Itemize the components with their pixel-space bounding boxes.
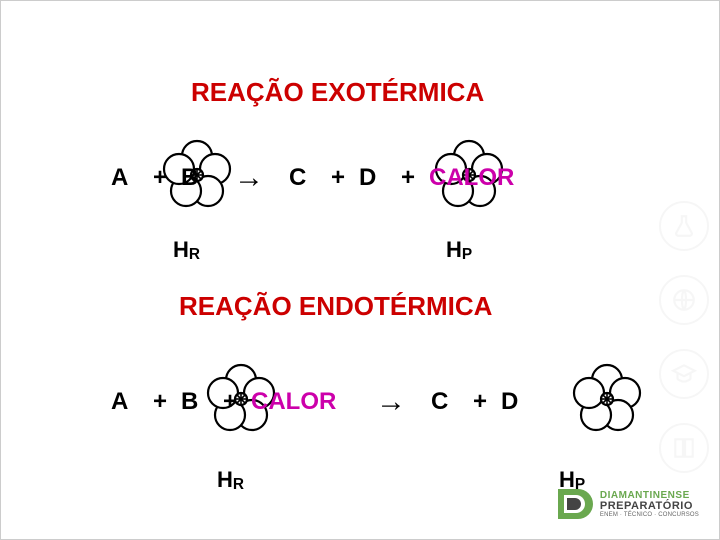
- term-calor: CALOR: [251, 388, 351, 416]
- logo-text: DIAMANTINENSE PREPARATÓRIO ENEM · TÉCNIC…: [600, 491, 699, 518]
- h-sub: R: [233, 476, 244, 493]
- logo-line1: DIAMANTINENSE: [600, 491, 699, 501]
- term-b: B: [181, 388, 209, 416]
- title-exothermic: REAÇÃO EXOTÉRMICA: [191, 77, 484, 108]
- hr-label: HR: [217, 467, 244, 493]
- hp-label: HP: [446, 237, 472, 263]
- term-d: D: [359, 164, 387, 192]
- h-sub: P: [462, 246, 472, 263]
- bg-icon-cap: [659, 349, 709, 399]
- plus-icon: +: [209, 388, 251, 416]
- background-icons: [659, 201, 709, 473]
- term-d: D: [501, 388, 529, 416]
- title-endothermic: REAÇÃO ENDOTÉRMICA: [179, 291, 492, 322]
- bg-icon-globe: [659, 275, 709, 325]
- logo-mark-icon: [552, 483, 594, 525]
- exo-equation: A + B → C + D + CALOR: [111, 161, 514, 195]
- term-c: C: [289, 164, 317, 192]
- h-sub: R: [189, 246, 200, 263]
- slide-canvas: REAÇÃO EXOTÉRMICA A + B → C + D + CALOR …: [1, 1, 719, 539]
- plus-icon: +: [139, 164, 181, 192]
- term-a: A: [111, 388, 139, 416]
- logo-line3: ENEM · TÉCNICO · CONCURSOS: [600, 512, 699, 518]
- hr-label: HR: [173, 237, 200, 263]
- flower-icon: [571, 363, 643, 435]
- term-a: A: [111, 164, 139, 192]
- term-calor: CALOR: [429, 164, 514, 192]
- brand-logo: DIAMANTINENSE PREPARATÓRIO ENEM · TÉCNIC…: [552, 483, 699, 525]
- endo-equation: A + B + CALOR → C + D: [111, 385, 529, 419]
- logo-line2: PREPARATÓRIO: [600, 501, 699, 512]
- term-c: C: [431, 388, 459, 416]
- h-letter: H: [173, 237, 189, 262]
- term-b: B: [181, 164, 209, 192]
- plus-icon: +: [317, 164, 359, 192]
- plus-icon: +: [387, 164, 429, 192]
- h-letter: H: [446, 237, 462, 262]
- bg-icon-book: [659, 423, 709, 473]
- plus-icon: +: [139, 388, 181, 416]
- arrow-icon: →: [209, 161, 289, 195]
- bg-icon-flask: [659, 201, 709, 251]
- arrow-icon: →: [351, 385, 431, 419]
- h-letter: H: [217, 467, 233, 492]
- plus-icon: +: [459, 388, 501, 416]
